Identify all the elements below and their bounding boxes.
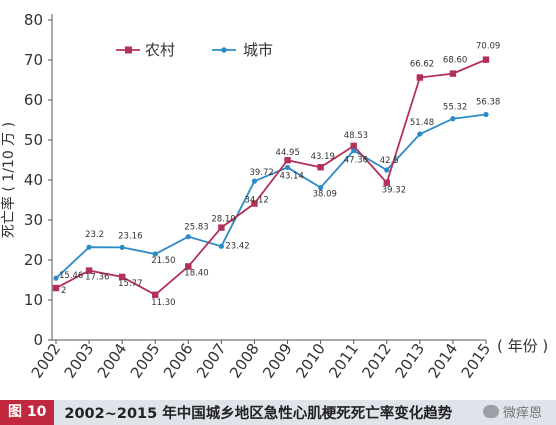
watermark: 微痒恩 <box>482 402 542 421</box>
data-label-urban: 39.72 <box>249 168 273 178</box>
data-point-urban <box>152 251 158 257</box>
data-point-urban <box>318 185 324 191</box>
x-tick-label: 2009 <box>259 340 296 382</box>
data-point-urban <box>218 243 224 249</box>
data-label-urban: 23.42 <box>225 241 249 251</box>
data-point-urban <box>251 178 258 184</box>
data-label-urban: 43.14 <box>280 171 304 181</box>
data-label-rural: 34.12 <box>244 196 268 206</box>
data-point-rural <box>152 291 159 298</box>
x-tick-label: 2011 <box>325 340 362 382</box>
data-point-rural <box>284 157 291 164</box>
data-label-urban: 38.09 <box>313 190 337 200</box>
x-tick-label: 2014 <box>425 340 462 382</box>
data-label-rural: 70.09 <box>476 42 500 52</box>
y-axis-title: 死亡率 ( 1/10 万 ) <box>0 122 17 238</box>
legend-label-urban: 城市 <box>243 41 273 59</box>
data-point-urban <box>450 116 456 122</box>
data-point-rural <box>251 200 258 207</box>
series-line-rural <box>55 58 487 296</box>
data-label-urban: 25.83 <box>184 223 208 233</box>
x-tick-label: 2012 <box>358 340 395 382</box>
data-point-urban <box>119 244 125 250</box>
y-tick-label: 50 <box>24 131 43 149</box>
data-label-urban: 47.36 <box>344 156 368 166</box>
data-point-rural <box>52 284 60 292</box>
data-label-rural: 2 <box>61 286 66 296</box>
data-point-urban <box>417 131 423 137</box>
data-point-rural <box>383 179 390 186</box>
data-label-rural: 66.62 <box>410 60 434 70</box>
y-tick-label: 30 <box>24 211 43 229</box>
y-tick-label: 80 <box>24 11 43 29</box>
data-label-rural: 15.77 <box>118 279 142 289</box>
data-point-rural <box>350 142 357 150</box>
data-label-rural: 68.60 <box>443 56 467 66</box>
data-label-rural: 11.30 <box>151 298 175 308</box>
data-point-urban <box>284 164 291 171</box>
data-point-urban <box>483 111 489 118</box>
x-tick-label: 2005 <box>127 340 164 382</box>
y-tick-label: 60 <box>24 91 43 109</box>
data-label-urban: 56.38 <box>476 97 500 107</box>
legend-marker-urban <box>221 47 227 53</box>
x-tick-label: 2004 <box>94 340 131 382</box>
x-axis-unit-label: ( 年份 ) <box>497 337 548 355</box>
figure-caption-bar: 图 10 2002~2015 年中国城乡地区急性心肌梗死死亡率变化趋势 微痒恩 <box>0 400 556 425</box>
y-tick-label: 70 <box>24 51 43 69</box>
data-point-urban <box>53 275 59 281</box>
legend: 农村 城市 <box>116 41 273 59</box>
legend-label-rural: 农村 <box>145 41 175 59</box>
y-tick-label: 0 <box>33 331 43 349</box>
data-label-urban: 23.2 <box>85 230 104 240</box>
x-tick-label: 2013 <box>391 340 428 382</box>
x-tick-label: 2006 <box>160 340 197 382</box>
data-label-urban: 42.5 <box>380 156 399 166</box>
data-label-urban: 51.48 <box>410 118 434 128</box>
data-point-rural <box>185 263 192 270</box>
data-point-urban <box>86 244 92 250</box>
x-tick-label: 2007 <box>193 340 230 382</box>
figure-caption: 2002~2015 年中国城乡地区急性心肌梗死死亡率变化趋势 <box>64 406 453 422</box>
data-point-rural <box>482 56 490 63</box>
y-tick-label: 20 <box>24 251 43 269</box>
chart-area: 0 10 20 30 40 50 60 70 80 死亡率 ( 1/10 万 ) 2002 2003 2… <box>0 11 548 382</box>
data-point-rural <box>118 273 126 281</box>
data-label-urban: 15.46 <box>59 271 83 281</box>
figure-number-tag: 图 10 <box>0 400 55 425</box>
data-label-rural: 44.95 <box>276 148 300 158</box>
chat-bubble-icon <box>482 405 499 418</box>
data-label-rural: 43.19 <box>311 152 335 162</box>
data-label-rural: 39.32 <box>382 186 406 196</box>
x-tick-label: 2015 <box>458 340 495 382</box>
legend-marker-rural <box>125 46 132 54</box>
data-point-urban <box>384 167 390 173</box>
data-label-urban: 23.16 <box>118 231 142 241</box>
data-label-rural: 17.36 <box>85 273 109 283</box>
data-label-urban: 55.32 <box>443 103 467 113</box>
y-tick-label: 10 <box>24 291 43 309</box>
watermark-text: 微痒恩 <box>502 406 542 421</box>
data-point-rural <box>218 224 225 231</box>
data-point-urban <box>185 234 191 240</box>
data-point-rural <box>416 74 424 81</box>
x-tick-label: 2010 <box>292 340 329 382</box>
series-line-urban <box>55 113 487 279</box>
data-point-rural <box>449 70 457 77</box>
data-label-rural: 18.40 <box>184 268 208 278</box>
y-tick-label: 40 <box>24 171 43 189</box>
data-label-rural: 28.10 <box>211 215 235 225</box>
x-tick-label: 2008 <box>226 340 263 382</box>
data-point-urban <box>351 147 357 154</box>
data-point-rural <box>317 164 324 171</box>
data-label-rural: 48.53 <box>344 131 368 141</box>
data-point-rural <box>85 267 93 274</box>
data-label-urban: 21.50 <box>151 256 175 266</box>
x-tick-label: 2003 <box>61 340 98 382</box>
